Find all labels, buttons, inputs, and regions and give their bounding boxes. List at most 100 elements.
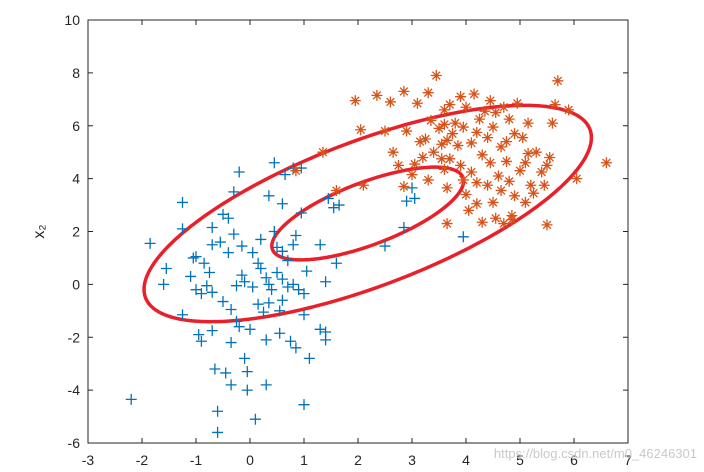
class2-point-marker: [438, 118, 450, 130]
class2-point-marker: [465, 137, 477, 149]
class2-point-marker: [530, 146, 542, 158]
x-tick-label: 0: [246, 452, 254, 468]
class1-point-marker: [214, 236, 226, 248]
class2-point-marker: [420, 133, 431, 145]
watermark-text: https://blog.csdn.net/m0_46246301: [494, 446, 697, 461]
class2-point-marker: [484, 95, 496, 107]
class1-point-marker: [195, 335, 207, 347]
class1-point-marker: [252, 257, 264, 269]
class2-point-marker: [401, 125, 413, 137]
x-tick-label: 3: [408, 452, 416, 468]
class1-point-marker: [320, 334, 332, 346]
class1-point-marker: [260, 272, 272, 284]
class1-point-marker: [274, 327, 286, 339]
class2-point-marker: [519, 196, 531, 208]
class1-point-marker: [247, 281, 259, 293]
class2-point-marker: [522, 148, 534, 160]
class1-point-marker: [204, 266, 215, 278]
class1-point-marker: [268, 226, 280, 237]
class1-point-marker: [201, 280, 213, 292]
class1-point-marker: [295, 207, 307, 219]
class1-point-marker: [298, 399, 310, 411]
class2-point-marker: [447, 128, 458, 140]
class2-point-marker: [501, 136, 512, 148]
class2-point-marker: [444, 153, 456, 165]
class1-point-marker: [320, 276, 332, 288]
class1-point-marker: [187, 252, 199, 264]
class2-point-marker: [487, 121, 499, 133]
y-axis-label: x₂: [31, 224, 48, 238]
class2-point-marker: [501, 155, 512, 167]
class2-point-marker: [457, 121, 469, 133]
class1-point-marker: [271, 266, 283, 278]
class2-point-marker: [490, 212, 502, 224]
class1-point-marker: [276, 245, 288, 257]
class1-point-marker: [241, 384, 253, 396]
class1-point-marker: [268, 157, 280, 169]
class2-point-marker: [503, 175, 515, 187]
class2-point-marker: [349, 95, 361, 107]
class2-point-marker: [428, 146, 440, 158]
class2-point-marker: [479, 105, 491, 117]
x-tick-label: 2: [354, 452, 362, 468]
class2-point-marker: [471, 126, 483, 138]
class1-point-marker: [263, 190, 275, 202]
class2-point-marker: [422, 174, 434, 186]
class1-point-marker: [287, 239, 299, 251]
class2-point-marker: [417, 151, 429, 163]
class1-point-marker: [333, 199, 345, 211]
y-tick-label: 8: [72, 65, 80, 81]
class1-point-marker: [228, 186, 240, 198]
class1-point-marker: [287, 278, 299, 290]
class2-point-marker: [476, 216, 488, 228]
class2-point-marker: [511, 97, 523, 109]
class2-point-marker: [460, 188, 472, 200]
class1-point-marker: [314, 323, 326, 335]
class2-point-marker: [471, 177, 483, 189]
class1-point-marker: [406, 182, 418, 194]
class2-point-marker: [433, 122, 445, 134]
x-tick-label: -1: [190, 452, 203, 468]
class1-point-marker: [209, 363, 221, 375]
class2-point-marker: [406, 169, 418, 181]
class1-point-marker: [290, 229, 302, 241]
class2-point-marker: [495, 141, 507, 153]
class2-point-marker: [541, 219, 553, 231]
class1-point-marker: [279, 169, 291, 181]
class1-point-marker: [206, 239, 218, 251]
x-tick-label: 7: [624, 452, 632, 468]
class2-point-marker: [357, 179, 369, 191]
class2-point-marker: [441, 182, 453, 194]
class2-point-marker: [414, 136, 426, 148]
class2-point-marker: [514, 165, 526, 177]
plot-frame: [87, 19, 629, 444]
class2-point-marker: [482, 179, 494, 191]
class1-point-marker: [236, 269, 248, 281]
class1-point-marker: [379, 240, 391, 252]
class2-point-marker: [517, 132, 529, 144]
class1-point-marker: [274, 305, 286, 317]
class2-point-marker: [290, 165, 302, 177]
confidence-ellipse-1: [142, 103, 594, 324]
class1-point-marker: [252, 298, 264, 310]
class2-point-marker: [503, 113, 515, 125]
class2-point-marker: [541, 159, 553, 171]
class2-point-marker: [384, 96, 396, 108]
class2-point-marker: [487, 196, 499, 208]
class1-point-marker: [225, 337, 237, 349]
class2-point-marker: [538, 179, 550, 191]
class1-point-marker: [328, 202, 340, 214]
class2-point-marker: [379, 125, 391, 137]
class1-point-marker: [276, 294, 288, 306]
class1-point-marker: [212, 405, 224, 417]
class2-point-marker: [509, 128, 521, 140]
class2-point-marker: [455, 159, 467, 171]
class1-point-marker: [231, 280, 242, 292]
class2-point-marker: [411, 97, 423, 109]
class2-point-marker: [468, 88, 480, 100]
class2-point-marker: [393, 159, 404, 171]
y-tick-label: 6: [72, 118, 80, 134]
class2-point-marker: [455, 91, 467, 103]
confidence-ellipse-2: [270, 165, 466, 262]
class2-point-marker: [398, 181, 410, 193]
